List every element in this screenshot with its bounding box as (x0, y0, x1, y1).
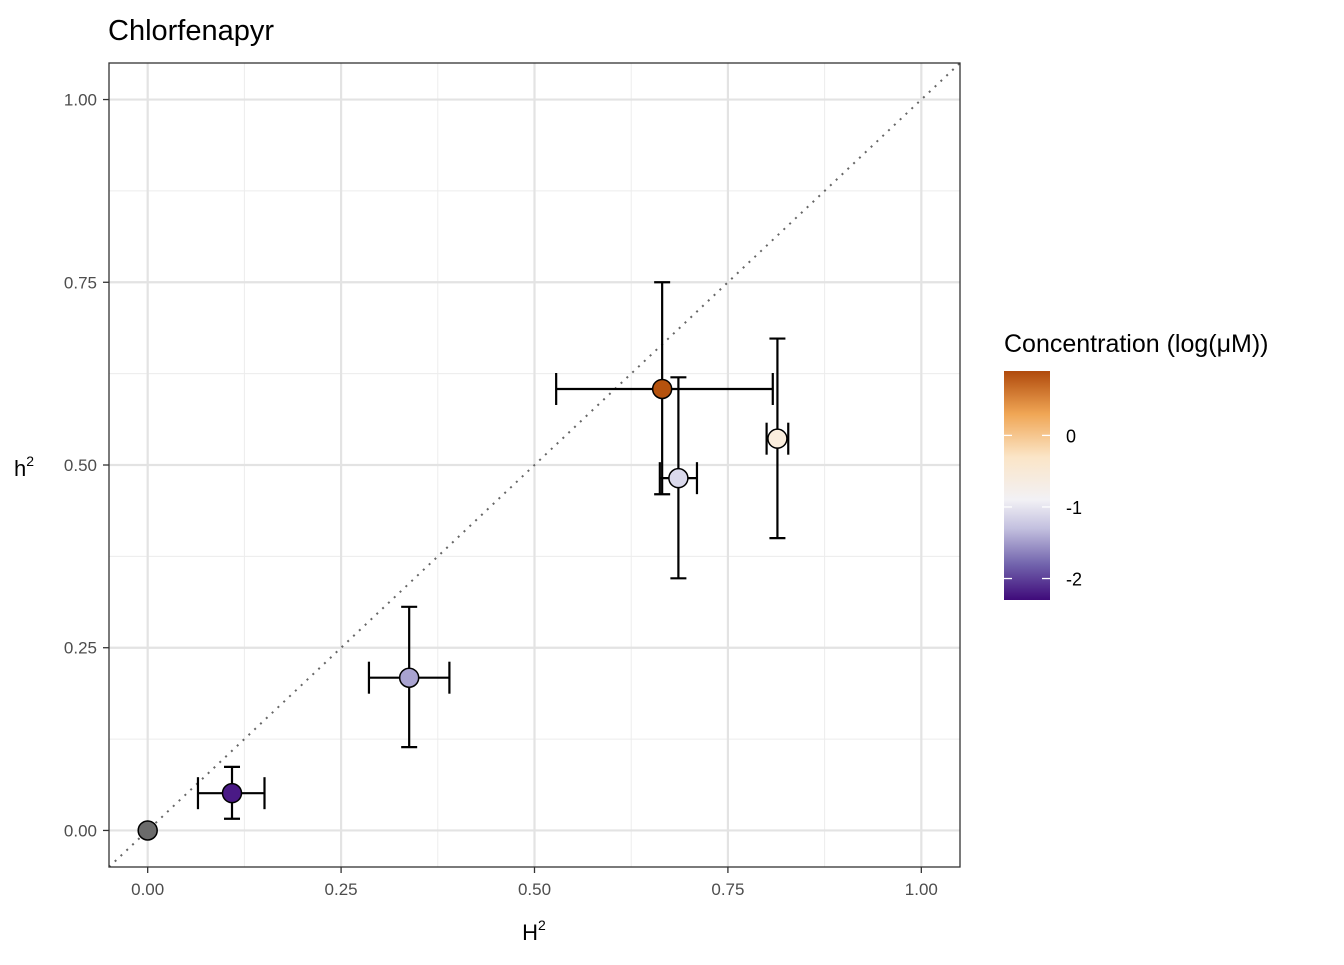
y-axis-title: h2 (14, 453, 34, 481)
legend-tick-label: -1 (1066, 498, 1082, 518)
legend: Concentration (log(μM)) 0 -1 -2 (1004, 330, 1269, 600)
reference-line (109, 63, 960, 867)
y-tick-label: 0.75 (64, 273, 97, 292)
y-tick-label: 0.00 (64, 821, 97, 840)
y-axis-title-base: h (14, 456, 26, 481)
legend-colorbar (1004, 371, 1050, 600)
legend-title: Concentration (log(μM)) (1004, 330, 1269, 358)
x-tick-label: 0.75 (711, 880, 744, 899)
x-axis-title-base: H (522, 920, 538, 945)
chart-title: Chlorfenapyr (108, 15, 274, 47)
data-point (221, 782, 243, 804)
data-point (137, 820, 158, 841)
y-axis-title-superscript: 2 (26, 453, 34, 469)
x-tick-label: 0.25 (325, 880, 358, 899)
y-tick-label: 0.50 (64, 456, 97, 475)
y-tick-label: 1.00 (64, 91, 97, 110)
x-axis-title: H2 (522, 917, 546, 945)
x-tick-label: 0.00 (131, 880, 164, 899)
x-axis-ticks: 0.00 0.25 0.50 0.75 1.00 (131, 867, 938, 899)
data-point (668, 467, 689, 489)
y-axis-ticks: 0.00 0.25 0.50 0.75 1.00 (64, 91, 109, 840)
legend-tick-label: -2 (1066, 570, 1082, 590)
legend-ticks: 0 -1 -2 (1004, 426, 1082, 590)
data-point (398, 667, 420, 688)
data-points (137, 378, 788, 841)
legend-tick-label: 0 (1066, 426, 1076, 446)
major-gridlines (109, 63, 960, 867)
x-tick-label: 1.00 (905, 880, 938, 899)
error-bars (196, 281, 790, 820)
data-point (651, 378, 673, 400)
y-tick-label: 0.25 (64, 639, 97, 658)
x-axis-title-superscript: 2 (538, 917, 546, 933)
x-tick-label: 0.50 (518, 880, 551, 899)
data-point (767, 428, 788, 449)
